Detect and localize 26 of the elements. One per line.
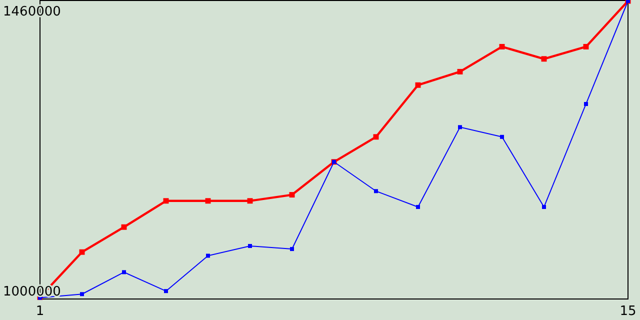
point [415, 82, 421, 88]
point [247, 198, 253, 204]
point [583, 44, 589, 50]
point [458, 125, 462, 130]
point [457, 68, 463, 74]
x-tick-label: 1 [36, 304, 44, 319]
point [248, 244, 252, 248]
point [205, 198, 211, 204]
point [122, 270, 126, 274]
point [164, 289, 168, 294]
point [206, 254, 210, 258]
point [542, 204, 546, 209]
point [79, 249, 85, 255]
point [373, 134, 379, 140]
point [163, 198, 169, 204]
point [499, 44, 505, 50]
point [584, 102, 588, 106]
point [416, 204, 420, 209]
x-tick-label: 15 [620, 304, 636, 319]
point [500, 134, 504, 139]
point [80, 292, 84, 296]
point [374, 189, 378, 194]
point [541, 56, 547, 62]
point [289, 192, 295, 198]
point [290, 247, 294, 252]
point [121, 224, 127, 230]
